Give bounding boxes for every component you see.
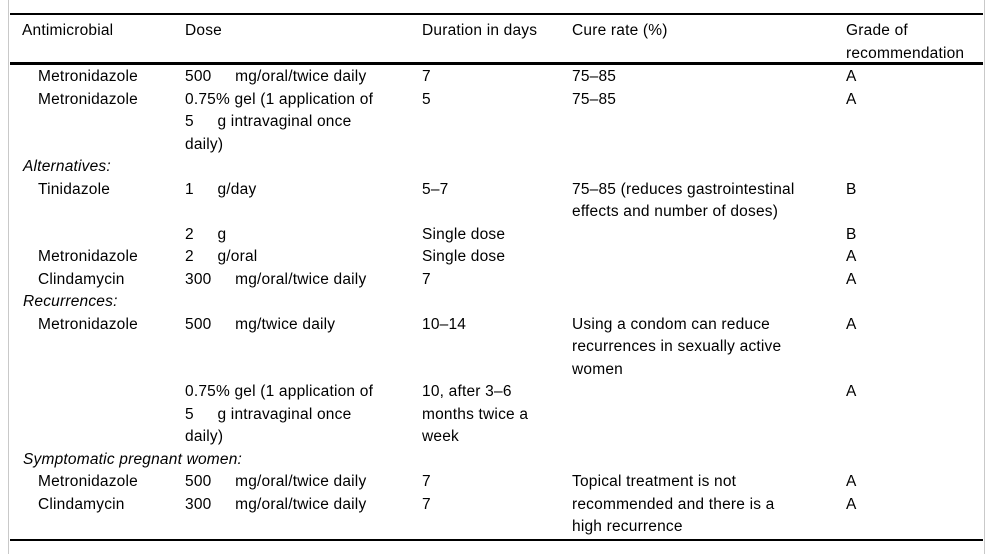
col-header-cure-rate: Cure rate (%) bbox=[572, 22, 668, 39]
cell-dose: 300 mg/oral/twice daily bbox=[185, 270, 367, 288]
cell-dose: daily) bbox=[185, 428, 224, 445]
cell-grade: A bbox=[846, 495, 857, 513]
page-edge-right-line bbox=[984, 0, 985, 554]
table-row: recurrences in sexually active bbox=[10, 336, 983, 359]
cell-antimicrobial: Clindamycin bbox=[38, 495, 125, 513]
cell-grade: A bbox=[846, 315, 857, 333]
cell-antimicrobial: Tinidazole bbox=[38, 180, 111, 198]
table-row: 5 g intravaginal once months twice a bbox=[10, 404, 983, 427]
table-row: Tinidazole 1 g/day 5–7 75–85 (reduces ga… bbox=[10, 179, 983, 202]
cell-antimicrobial: Metronidazole bbox=[38, 68, 138, 85]
header-separator-rule bbox=[10, 62, 983, 65]
cell-cure-rate: effects and number of doses) bbox=[572, 203, 779, 220]
cell-grade: A bbox=[846, 383, 857, 400]
table-row: Clindamycin 300 mg/oral/twice daily 7 A bbox=[10, 269, 983, 292]
table-row: Metronidazole 500 mg/oral/twice daily 7 … bbox=[10, 471, 983, 494]
section-row: Recurrences: bbox=[10, 291, 983, 314]
cell-dose: 0.75% gel (1 application of bbox=[185, 383, 374, 400]
cell-dose: 5 g intravaginal once bbox=[185, 405, 352, 423]
table-body: Metronidazole 500 mg/oral/twice daily 7 … bbox=[10, 66, 983, 539]
table-top-rule bbox=[10, 13, 983, 15]
cell-grade: A bbox=[846, 68, 857, 85]
cell-grade: A bbox=[846, 270, 857, 288]
cell-antimicrobial: Metronidazole bbox=[38, 473, 138, 490]
cell-grade: B bbox=[846, 180, 857, 198]
cell-dose: 500 mg/twice daily bbox=[185, 315, 336, 333]
table-row: daily) bbox=[10, 134, 983, 157]
table-row: high recurrence bbox=[10, 516, 983, 539]
cell-duration: week bbox=[422, 428, 459, 445]
cell-cure-rate: recurrences in sexually active bbox=[572, 338, 782, 355]
cell-grade: A bbox=[846, 90, 857, 108]
cell-duration: 7 bbox=[422, 473, 431, 490]
cell-dose: daily) bbox=[185, 135, 224, 153]
table-row: 5 g intravaginal once bbox=[10, 111, 983, 134]
cell-grade: B bbox=[846, 225, 857, 243]
cell-antimicrobial: Metronidazole bbox=[38, 315, 138, 333]
table-row: 0.75% gel (1 application of 10, after 3–… bbox=[10, 381, 983, 404]
section-label: Recurrences: bbox=[23, 293, 118, 310]
cell-antimicrobial: Clindamycin bbox=[38, 270, 125, 288]
cell-duration: 5–7 bbox=[422, 180, 449, 198]
cell-cure-rate: high recurrence bbox=[572, 518, 683, 535]
table-row: Clindamycin 300 mg/oral/twice daily 7 re… bbox=[10, 494, 983, 517]
section-row: Alternatives: bbox=[10, 156, 983, 179]
cell-cure-rate: 75–85 bbox=[572, 68, 617, 85]
cell-duration: 5 bbox=[422, 90, 431, 108]
cell-cure-rate: women bbox=[572, 360, 623, 378]
table-row: Metronidazole 500 mg/oral/twice daily 7 … bbox=[10, 66, 983, 89]
cell-cure-rate: 75–85 bbox=[572, 90, 617, 108]
cell-cure-rate: Topical treatment is not bbox=[572, 473, 737, 490]
cell-dose: 0.75% gel (1 application of bbox=[185, 90, 374, 108]
cell-dose: 5 g intravaginal once bbox=[185, 113, 352, 130]
table-row: 2 g Single dose B bbox=[10, 224, 983, 247]
table-header: Antimicrobial Dose Duration in days Cure… bbox=[10, 20, 983, 62]
page-edge-left-line bbox=[8, 0, 9, 554]
cell-duration: 10, after 3–6 bbox=[422, 383, 512, 400]
cell-dose: 2 g/oral bbox=[185, 248, 258, 265]
table-row: Metronidazole 500 mg/twice daily 10–14 U… bbox=[10, 314, 983, 337]
cell-duration: 7 bbox=[422, 495, 431, 513]
section-row: Symptomatic pregnant women: bbox=[10, 449, 983, 472]
table-row: effects and number of doses) bbox=[10, 201, 983, 224]
cell-cure-rate: recommended and there is a bbox=[572, 495, 775, 513]
col-header-grade: Grade of recommendation bbox=[846, 22, 965, 62]
cell-grade: A bbox=[846, 248, 857, 265]
table-row: Metronidazole 2 g/oral Single dose A bbox=[10, 246, 983, 269]
cell-duration: 10–14 bbox=[422, 315, 467, 333]
table-row: Metronidazole 0.75% gel (1 application o… bbox=[10, 89, 983, 112]
col-header-duration: Duration in days bbox=[422, 22, 538, 39]
cell-dose: 1 g/day bbox=[185, 180, 257, 198]
table-row: women bbox=[10, 359, 983, 382]
cell-cure-rate: 75–85 (reduces gastrointestinal bbox=[572, 180, 795, 198]
cell-dose: 300 mg/oral/twice daily bbox=[185, 495, 367, 513]
col-header-dose: Dose bbox=[185, 22, 222, 39]
cell-antimicrobial: Metronidazole bbox=[38, 90, 138, 108]
cell-grade: A bbox=[846, 473, 857, 490]
cell-duration: Single dose bbox=[422, 248, 506, 265]
section-label: Symptomatic pregnant women: bbox=[23, 450, 243, 468]
cell-duration: Single dose bbox=[422, 225, 506, 243]
table-row: daily) week bbox=[10, 426, 983, 449]
cell-antimicrobial: Metronidazole bbox=[38, 248, 138, 265]
section-label: Alternatives: bbox=[23, 158, 111, 175]
cell-duration: 7 bbox=[422, 68, 431, 85]
cell-dose: 2 g bbox=[185, 225, 227, 243]
cell-duration: 7 bbox=[422, 270, 431, 288]
cell-cure-rate: Using a condom can reduce bbox=[572, 315, 771, 333]
table-bottom-rule bbox=[10, 539, 983, 541]
cell-dose: 500 mg/oral/twice daily bbox=[185, 68, 367, 85]
cell-duration: months twice a bbox=[422, 405, 529, 423]
col-header-antimicrobial: Antimicrobial bbox=[22, 22, 114, 39]
cell-dose: 500 mg/oral/twice daily bbox=[185, 473, 367, 490]
